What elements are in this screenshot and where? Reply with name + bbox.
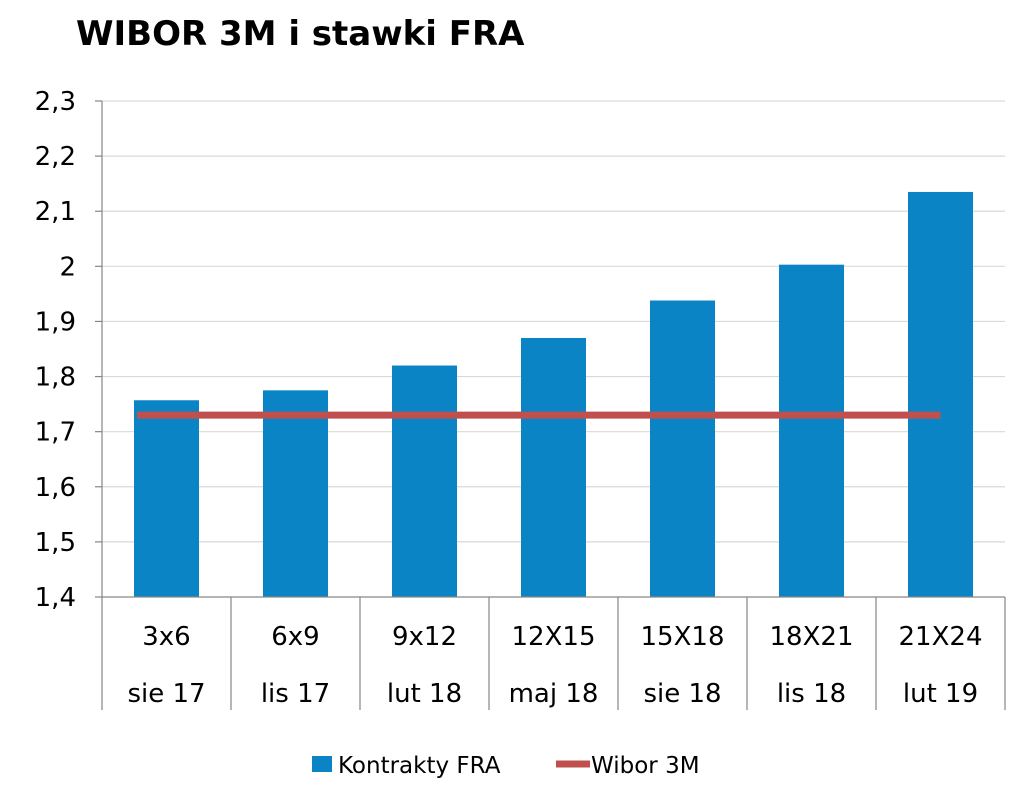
y-tick-label: 1,9 bbox=[35, 307, 76, 337]
bar bbox=[392, 365, 457, 597]
chart-title: WIBOR 3M i stawki FRA bbox=[76, 14, 525, 54]
x-category-sublabel: sie 18 bbox=[643, 679, 721, 709]
bar bbox=[134, 400, 199, 597]
bar-series bbox=[134, 191, 973, 597]
bar bbox=[650, 300, 715, 597]
legend: Kontrakty FRA Wibor 3M bbox=[312, 753, 700, 779]
x-category-sublabel: lut 18 bbox=[387, 679, 462, 709]
x-category-sublabel: sie 17 bbox=[127, 679, 205, 709]
x-category-sublabel: lut 19 bbox=[903, 679, 978, 709]
y-tick-label: 1,4 bbox=[35, 583, 76, 613]
y-tick-label: 2,1 bbox=[35, 197, 76, 227]
y-tick-label: 2,3 bbox=[35, 87, 76, 117]
x-category-sublabel: lis 18 bbox=[777, 679, 846, 709]
x-category-label: 6x9 bbox=[271, 622, 319, 652]
y-axis-ticks: 1,4 1,5 1,6 1,7 1,8 1,9 2 2,1 2,2 2,3 bbox=[35, 87, 76, 613]
x-category-label: 15X18 bbox=[641, 622, 725, 652]
bar bbox=[908, 191, 973, 597]
axes bbox=[95, 100, 1006, 710]
x-category-label: 18X21 bbox=[770, 622, 854, 652]
bar bbox=[779, 264, 844, 597]
bar bbox=[521, 337, 586, 597]
x-category-label: 9x12 bbox=[392, 622, 457, 652]
y-tick-label: 1,7 bbox=[35, 418, 76, 448]
y-tick-label: 1,6 bbox=[35, 473, 76, 503]
x-category-sublabel: lis 17 bbox=[261, 679, 330, 709]
legend-label: Wibor 3M bbox=[591, 753, 700, 779]
y-tick-label: 2,2 bbox=[35, 142, 76, 172]
y-tick-label: 1,5 bbox=[35, 528, 76, 558]
x-category-sublabel: maj 18 bbox=[509, 679, 599, 709]
x-category-label: 12X15 bbox=[512, 622, 596, 652]
legend-label: Kontrakty FRA bbox=[338, 753, 501, 779]
bar bbox=[263, 390, 328, 597]
x-category-label: 21X24 bbox=[899, 622, 983, 652]
y-tick-label: 1,8 bbox=[35, 363, 76, 393]
y-tick-label: 2 bbox=[59, 252, 76, 282]
legend-swatch-bar bbox=[312, 756, 332, 772]
x-category-label: 3x6 bbox=[142, 622, 190, 652]
x-axis-categories: 3x6 sie 17 6x9 lis 17 9x12 lut 18 12X15 maj 18 1… bbox=[127, 622, 982, 709]
